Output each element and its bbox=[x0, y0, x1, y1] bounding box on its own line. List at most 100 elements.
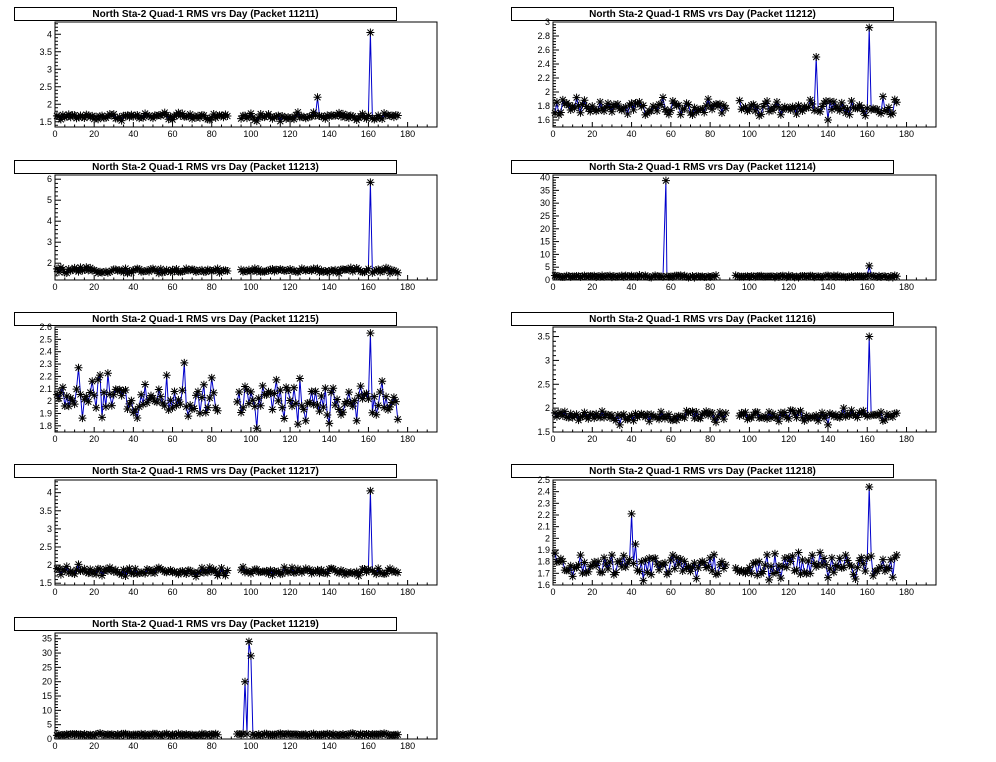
data-point bbox=[321, 384, 330, 393]
x-tick-label: 80 bbox=[207, 129, 217, 139]
data-point bbox=[156, 731, 165, 740]
data-point bbox=[272, 112, 281, 121]
chart-title: North Sta-2 Quad-1 RMS vrs Day (Packet 1… bbox=[14, 312, 397, 326]
data-point bbox=[664, 110, 673, 119]
data-point bbox=[321, 730, 330, 739]
data-point bbox=[313, 93, 322, 102]
data-point bbox=[284, 568, 293, 577]
data-point bbox=[96, 565, 105, 574]
data-point bbox=[117, 116, 126, 125]
data-point bbox=[86, 388, 95, 397]
data-point bbox=[873, 567, 882, 576]
y-tick-label: 2.5 bbox=[39, 542, 52, 552]
data-point bbox=[774, 417, 783, 426]
data-point bbox=[141, 380, 150, 389]
data-point bbox=[615, 557, 624, 566]
series-line bbox=[56, 490, 398, 578]
data-point bbox=[54, 730, 63, 739]
data-point bbox=[276, 729, 285, 738]
data-point bbox=[708, 409, 717, 418]
data-point bbox=[672, 101, 681, 110]
data-point bbox=[566, 105, 575, 114]
data-point bbox=[637, 102, 646, 111]
data-point bbox=[822, 560, 831, 569]
data-point bbox=[152, 266, 161, 275]
data-point bbox=[158, 399, 167, 408]
data-point bbox=[107, 266, 116, 275]
data-point bbox=[810, 273, 819, 282]
data-point bbox=[121, 729, 130, 738]
data-point bbox=[276, 117, 285, 126]
y-tick-label: 2.6 bbox=[39, 322, 52, 332]
data-point bbox=[364, 565, 373, 574]
data-point bbox=[550, 108, 559, 117]
data-point bbox=[168, 403, 177, 412]
data-point bbox=[88, 266, 97, 275]
x-tick-label: 120 bbox=[283, 434, 298, 444]
x-tick-label: 100 bbox=[742, 282, 757, 292]
x-tick-label: 20 bbox=[89, 129, 99, 139]
data-point bbox=[884, 103, 893, 112]
data-point bbox=[784, 271, 793, 280]
chart-title: North Sta-2 Quad-1 RMS vrs Day (Packet 1… bbox=[14, 160, 397, 174]
x-tick-label: 60 bbox=[168, 282, 178, 292]
data-point bbox=[772, 98, 781, 107]
data-point bbox=[393, 568, 402, 577]
data-point bbox=[623, 415, 632, 424]
x-tick-label: 100 bbox=[243, 282, 258, 292]
data-point bbox=[178, 267, 187, 276]
chart-title: North Sta-2 Quad-1 RMS vrs Day (Packet 1… bbox=[14, 464, 397, 478]
data-point bbox=[252, 117, 261, 126]
data-point bbox=[278, 403, 287, 412]
data-point bbox=[119, 268, 128, 277]
data-point bbox=[391, 397, 400, 406]
data-point bbox=[649, 102, 658, 111]
data-point bbox=[688, 110, 697, 119]
data-point bbox=[56, 115, 65, 124]
data-point bbox=[117, 391, 126, 400]
data-point bbox=[580, 408, 589, 417]
data-point bbox=[861, 272, 870, 281]
data-point bbox=[338, 408, 347, 417]
data-point bbox=[254, 394, 263, 403]
x-tick-label: 40 bbox=[627, 434, 637, 444]
data-point bbox=[352, 567, 361, 576]
data-point bbox=[70, 400, 79, 409]
series-line bbox=[56, 641, 398, 737]
data-point bbox=[344, 388, 353, 397]
x-tick-label: 160 bbox=[860, 129, 875, 139]
data-point bbox=[164, 266, 173, 275]
data-point bbox=[170, 567, 179, 576]
y-tick-label: 2 bbox=[47, 560, 52, 570]
data-point bbox=[704, 95, 713, 104]
data-point bbox=[770, 102, 779, 111]
data-point bbox=[80, 113, 89, 122]
data-point bbox=[92, 570, 101, 579]
data-point bbox=[282, 383, 291, 392]
data-point bbox=[845, 110, 854, 119]
data-point bbox=[211, 729, 220, 738]
data-point bbox=[827, 553, 836, 562]
data-point bbox=[133, 110, 142, 119]
y-tick-label: 2.1 bbox=[537, 522, 550, 532]
data-point bbox=[668, 272, 677, 281]
data-point bbox=[721, 104, 730, 113]
data-point bbox=[827, 105, 836, 114]
data-point bbox=[745, 563, 754, 572]
data-point bbox=[580, 558, 589, 567]
data-point bbox=[260, 267, 269, 276]
plot-frame bbox=[552, 21, 937, 128]
data-point bbox=[143, 266, 152, 275]
data-point bbox=[719, 415, 728, 424]
data-point bbox=[60, 113, 69, 122]
x-tick-label: 120 bbox=[781, 587, 796, 597]
data-point bbox=[237, 730, 246, 739]
data-point bbox=[366, 178, 375, 187]
data-point bbox=[162, 371, 171, 380]
data-point bbox=[190, 404, 199, 413]
data-point bbox=[68, 396, 77, 405]
data-point bbox=[574, 416, 583, 425]
data-point bbox=[291, 568, 300, 577]
x-tick-label: 120 bbox=[283, 129, 298, 139]
data-point bbox=[849, 272, 858, 281]
